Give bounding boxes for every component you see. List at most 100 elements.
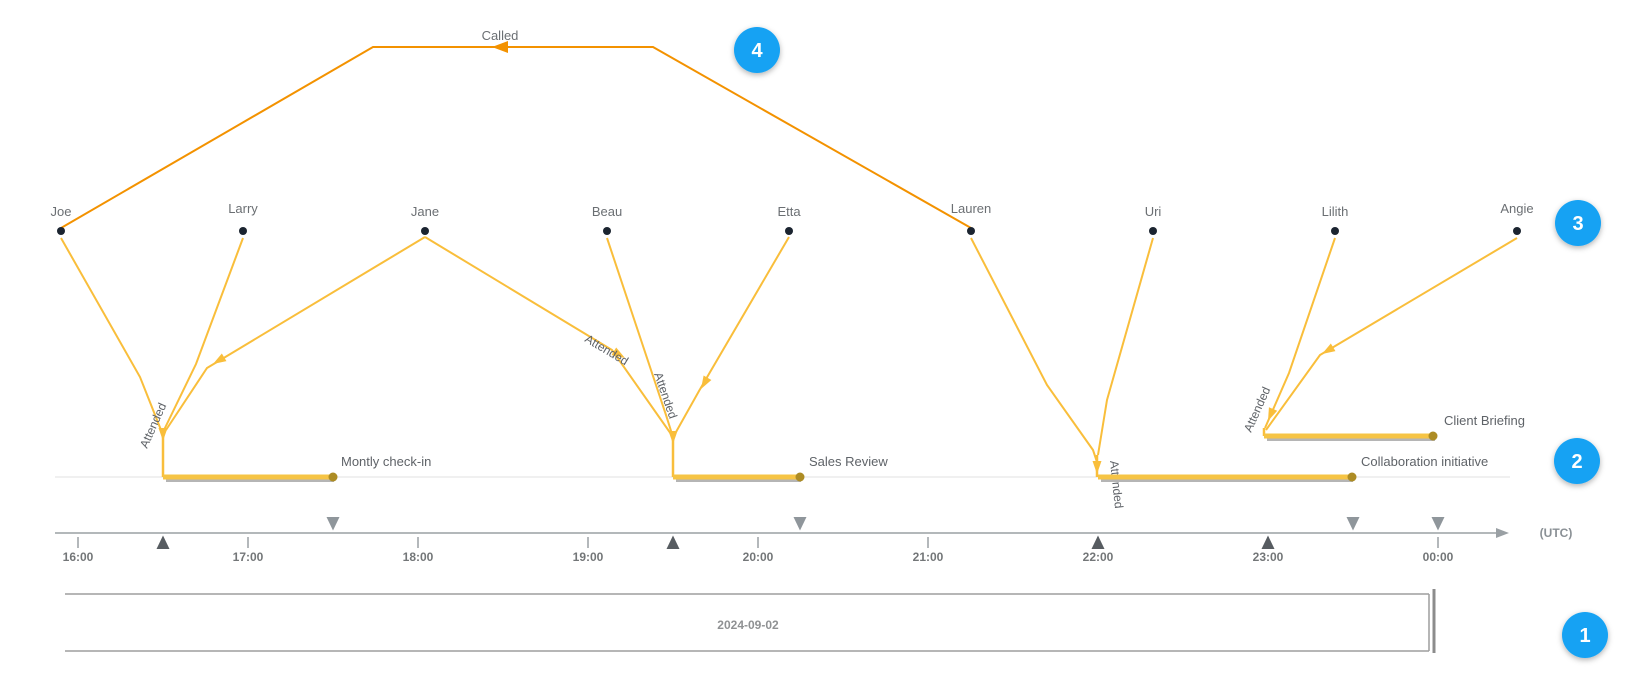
link-uri-collaboration-initiative[interactable]: [1097, 237, 1154, 456]
person-dot-icon: [785, 227, 793, 235]
axis-arrow-icon: [1496, 528, 1509, 538]
axis-tick-label: 20:00: [743, 550, 774, 564]
link-label: Attended: [1107, 460, 1126, 509]
axis-tick-label: 22:00: [1083, 550, 1114, 564]
event-bar-client-briefing[interactable]: Client Briefing: [1264, 413, 1525, 441]
callout-3: 3: [1555, 200, 1601, 246]
person-label: Jane: [411, 204, 439, 219]
callout-4: 4: [734, 27, 780, 73]
person-node-uri[interactable]: Uri: [1145, 204, 1162, 235]
event-links-sales-review: Attended Attended: [424, 236, 790, 477]
arrowhead-icon: [611, 347, 625, 358]
event-links-client-briefing: Attended: [1241, 237, 1518, 436]
link-larry-montly-check-in[interactable]: [163, 237, 244, 431]
time-range-selector[interactable]: 2024-09-02: [65, 589, 1436, 653]
arrowhead-icon: [1092, 461, 1102, 474]
callout-number: 4: [751, 40, 763, 62]
event-end-marker: [1431, 517, 1445, 531]
callout-number: 1: [1579, 625, 1590, 647]
person-dot-icon: [1513, 227, 1521, 235]
callout-number: 3: [1572, 213, 1583, 235]
event-end-dot: [795, 472, 805, 482]
event-start-marker: [156, 535, 170, 549]
event-label: Collaboration initiative: [1361, 454, 1488, 469]
link-beau-sales-review[interactable]: [606, 237, 673, 435]
link-jane-montly-check-in[interactable]: [165, 236, 426, 431]
person-node-beau[interactable]: Beau: [592, 204, 622, 235]
arrowhead-icon: [158, 428, 168, 441]
link-joe-montly-check-in[interactable]: [60, 237, 162, 431]
link-lilith-client-briefing[interactable]: [1264, 237, 1336, 429]
person-dot-icon: [421, 227, 429, 235]
person-dot-icon: [239, 227, 247, 235]
person-node-lauren[interactable]: Lauren: [951, 201, 991, 235]
link-lauren-collaboration-initiative[interactable]: [970, 237, 1098, 463]
call-link-lauren-joe[interactable]: Called: [60, 28, 972, 229]
person-label: Lauren: [951, 201, 991, 216]
event-start-marker: [666, 535, 680, 549]
event-label: Sales Review: [809, 454, 888, 469]
event-links-montly-check-in: Attended: [60, 236, 426, 477]
callout-1: 1: [1562, 612, 1608, 658]
call-link-line[interactable]: [60, 46, 972, 229]
event-end-dot: [1347, 472, 1357, 482]
person-node-jane[interactable]: Jane: [411, 204, 439, 235]
arrowhead-icon: [1268, 407, 1278, 421]
time-axis: (UTC) 16:00 17:00 18:00 19:00 20:00 21:0…: [55, 517, 1572, 564]
link-jane-sales-review[interactable]: [424, 236, 672, 435]
callout-2: 2: [1554, 438, 1600, 484]
arrowhead-icon: [1322, 343, 1336, 354]
person-label: Angie: [1500, 201, 1533, 216]
link-label: Attended: [582, 332, 630, 369]
person-node-joe[interactable]: Joe: [51, 204, 72, 235]
event-start-marker: [1091, 535, 1105, 549]
axis-tick-label: 00:00: [1423, 550, 1454, 564]
person-node-larry[interactable]: Larry: [228, 201, 258, 235]
arrowhead-icon: [213, 353, 227, 364]
range-date-label: 2024-09-02: [717, 618, 779, 632]
event-label: Client Briefing: [1444, 413, 1525, 428]
event-end-marker: [326, 517, 340, 531]
person-node-angie[interactable]: Angie: [1500, 201, 1534, 235]
event-end-dot: [1428, 431, 1438, 441]
event-bar-collaboration-initiative[interactable]: Collaboration initiative: [1098, 454, 1488, 482]
callout-circle: [734, 27, 780, 73]
callout-number: 2: [1571, 451, 1582, 473]
person-dot-icon: [57, 227, 65, 235]
event-bar-montly-check-in[interactable]: Montly check-in: [163, 454, 431, 482]
person-label: Uri: [1145, 204, 1162, 219]
axis-tick-label: 19:00: [573, 550, 604, 564]
person-label: Etta: [777, 204, 801, 219]
person-dot-icon: [967, 227, 975, 235]
arrowhead-icon: [668, 431, 678, 444]
axis-tick-label: 23:00: [1253, 550, 1284, 564]
link-etta-sales-review[interactable]: [675, 236, 790, 433]
axis-tick-label: 18:00: [403, 550, 434, 564]
arrowhead-icon: [492, 41, 508, 53]
person-label: Lilith: [1322, 204, 1349, 219]
event-links-collaboration-initiative: Attended: [970, 237, 1154, 509]
axis-tick-label: 21:00: [913, 550, 944, 564]
link-label: Attended: [137, 401, 169, 451]
event-end-marker: [1346, 517, 1360, 531]
person-dot-icon: [603, 227, 611, 235]
arrowhead-icon: [701, 375, 712, 389]
event-bar-sales-review[interactable]: Sales Review: [673, 454, 888, 482]
person-label: Larry: [228, 201, 258, 216]
callout-circle: [1555, 200, 1601, 246]
person-node-lilith[interactable]: Lilith: [1322, 204, 1349, 235]
event-start-marker: [1261, 535, 1275, 549]
event-end-dot: [328, 472, 338, 482]
axis-tick-label: 16:00: [63, 550, 94, 564]
axis-timezone-label: (UTC): [1540, 526, 1573, 540]
call-link-label: Called: [482, 28, 519, 43]
callout-circle: [1554, 438, 1600, 484]
person-label: Joe: [51, 204, 72, 219]
event-label: Montly check-in: [341, 454, 431, 469]
event-end-marker: [793, 517, 807, 531]
person-node-etta[interactable]: Etta: [777, 204, 801, 235]
axis-tick-label: 17:00: [233, 550, 264, 564]
link-angie-client-briefing[interactable]: [1265, 237, 1518, 431]
